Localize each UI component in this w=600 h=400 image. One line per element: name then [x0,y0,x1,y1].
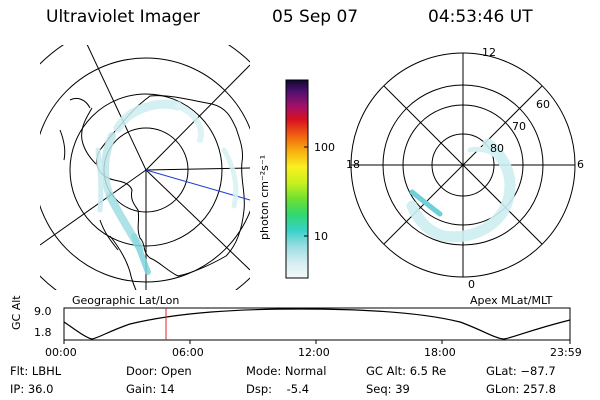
status-dsp: Dsp: -5.4 [246,382,310,396]
colorbar-tick-100: 100 [314,141,335,154]
geographic-map-label: Geographic Lat/Lon [72,294,180,307]
status-gain: Gain: 14 [126,382,175,396]
status-gc-alt: GC Alt: 6.5 Re [366,364,447,378]
status-door: Door: Open [126,364,192,378]
altitude-xtick-0000: 00:00 [45,346,77,359]
altitude-curve [63,308,571,340]
status-glat: GLat: −87.7 [486,364,556,378]
status-ip: IP: 36.0 [10,382,54,396]
status-seq: Seq: 39 [366,382,410,396]
aurora-oval-left [95,99,239,275]
status-filter: Flt: LBHL [10,364,62,378]
mlt-label-12: 12 [482,46,496,59]
mlt-label-18: 18 [346,158,360,171]
altitude-ylabel: GC Alt [10,295,23,330]
instrument-title: Ultraviolet Imager [46,7,200,27]
mlt-label-0: 0 [468,278,475,291]
status-mode: Mode: Normal [246,364,327,378]
aurora-oval-right [406,138,516,243]
altitude-xtick-1200: 12:00 [298,346,330,359]
mlt-label-6: 6 [577,158,584,171]
time-label: 04:53:46 UT [428,7,533,27]
mlat-label-60: 60 [536,98,550,111]
altitude-xtick-1800: 18:00 [424,346,456,359]
altitude-ytick-9: 9.0 [34,305,52,318]
altitude-xtick-2359: 23:59 [550,346,582,359]
date-label: 05 Sep 07 [272,7,359,27]
altitude-xtick-0600: 06:00 [172,346,204,359]
meridian-line [145,169,251,201]
mlat-label-70: 70 [512,120,526,133]
colorbar-tick-10: 10 [314,230,328,243]
mlat-label-80: 80 [490,142,504,155]
altitude-ytick-1-8: 1.8 [34,326,52,339]
apex-map-label: Apex MLat/MLT [470,294,553,307]
status-glon: GLon: 257.8 [486,382,556,396]
